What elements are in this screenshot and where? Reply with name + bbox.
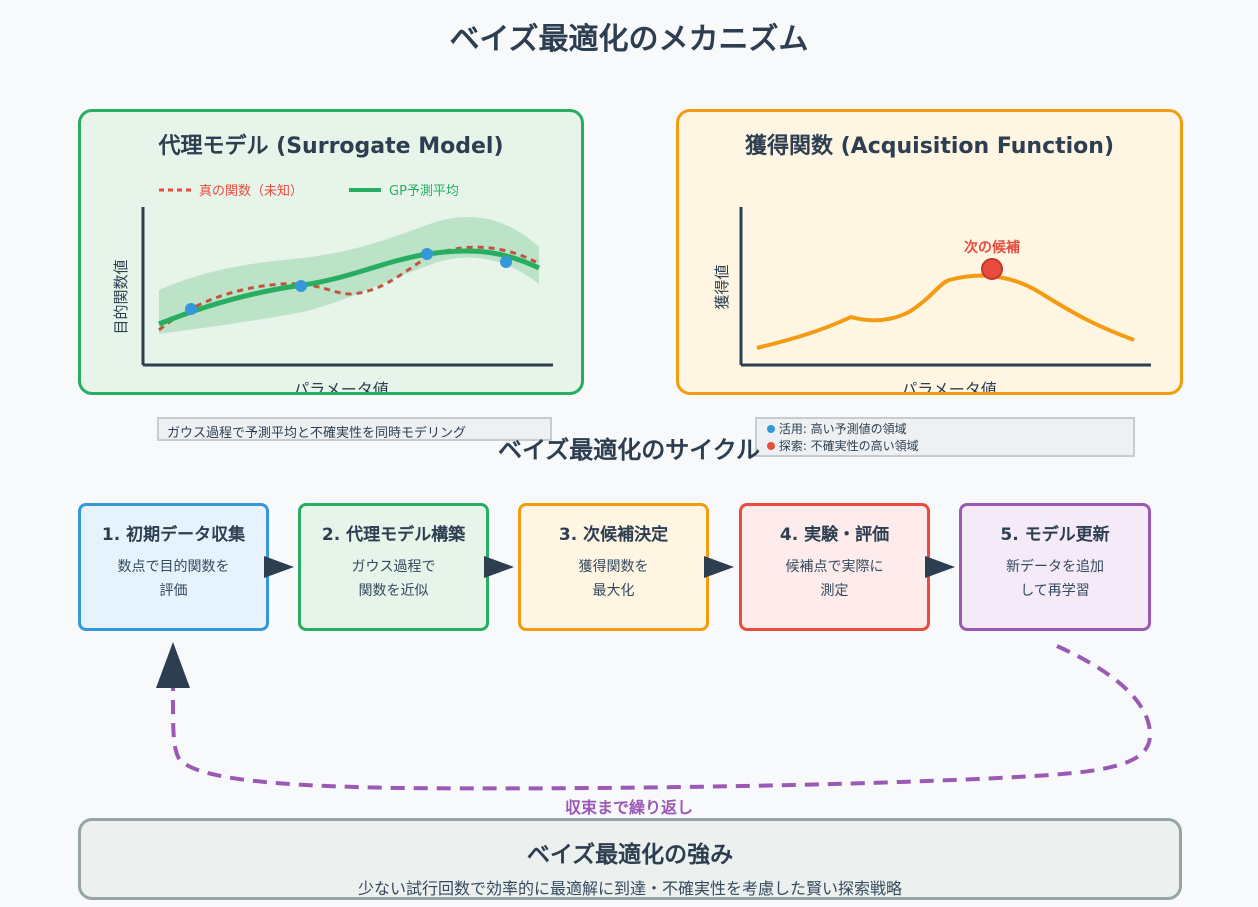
observation-point xyxy=(500,256,512,268)
strength-desc: 少ない試行回数で効率的に最適解に到達・不確実性を考慮した賢い探索戦略 xyxy=(357,879,902,898)
step-desc: 新データを追加 して再学習 xyxy=(962,555,1148,603)
step-desc: 獲得関数を 最大化 xyxy=(521,555,706,603)
acquisition-ylabel: 獲得値 xyxy=(713,264,731,309)
page-title: ベイズ最適化のメカニズム xyxy=(449,22,809,57)
arrow-right-icon xyxy=(925,556,955,578)
step-desc-line1: ガウス過程で xyxy=(351,559,436,575)
next-candidate-point xyxy=(981,258,1003,280)
acquisition-panel: 獲得関数 (Acquisition Function) 次の候補 獲得値 パラメ… xyxy=(676,109,1183,395)
cycle-title: ベイズ最適化のサイクル xyxy=(497,436,761,464)
surrogate-xlabel: パラメータ値 xyxy=(293,380,389,392)
surrogate-note: ガウス過程で予測平均と不確実性を同時モデリング xyxy=(157,417,552,441)
legend-true-label: 真の関数（未知） xyxy=(199,183,303,199)
exploit-row: 活用: 高い予測値の領域 xyxy=(767,421,1123,438)
step-desc: ガウス過程で 関数を近似 xyxy=(301,555,486,603)
explore-text: 探索: 不確実性の高い領域 xyxy=(778,439,919,453)
gp-mean-line xyxy=(158,248,541,327)
step-2: 2. 代理モデル構築 ガウス過程で 関数を近似 xyxy=(298,503,489,631)
step-3: 3. 次候補決定 獲得関数を 最大化 xyxy=(518,503,709,631)
step-desc-line2: して再学習 xyxy=(1020,583,1090,599)
acquisition-note: 活用: 高い予測値の領域 探索: 不確実性の高い領域 xyxy=(755,417,1135,457)
step-5: 5. モデル更新 新データを追加 して再学習 xyxy=(959,503,1151,631)
observation-point xyxy=(421,248,433,260)
step-desc: 数点で目的関数を 評価 xyxy=(81,555,266,603)
loop-label: 収束まで繰り返し xyxy=(564,798,693,817)
arrow-right-icon xyxy=(704,556,734,578)
exploit-dot-icon xyxy=(767,425,775,433)
step-title: 4. 実験・評価 xyxy=(779,525,890,545)
true-function-line xyxy=(158,245,537,332)
surrogate-title: 代理モデル (Surrogate Model) xyxy=(158,134,504,159)
step-desc-line2: 関数を近似 xyxy=(358,583,429,599)
step-desc-line1: 獲得関数を xyxy=(578,559,649,575)
loop-back-path xyxy=(170,644,1153,791)
legend-gp-label: GP予測平均 xyxy=(389,184,459,199)
step-desc: 候補点で実際に 測定 xyxy=(742,555,927,603)
step-4: 4. 実験・評価 候補点で実際に 測定 xyxy=(739,503,930,631)
arrow-right-icon xyxy=(264,556,294,578)
strength-box: ベイズ最適化の強み 少ない試行回数で効率的に最適解に到達・不確実性を考慮した賢い… xyxy=(78,818,1182,900)
explore-row: 探索: 不確実性の高い領域 xyxy=(767,438,1123,455)
acquisition-title: 獲得関数 (Acquisition Function) xyxy=(744,134,1115,159)
acquisition-chart: 次の候補 獲得値 パラメータ値 xyxy=(713,207,1151,392)
acquisition-xlabel: パラメータ値 xyxy=(901,380,997,392)
strength-title: ベイズ最適化の強み xyxy=(526,842,734,868)
exploit-text: 活用: 高い予測値の領域 xyxy=(778,422,907,436)
observation-point xyxy=(185,303,197,315)
step-1: 1. 初期データ収集 数点で目的関数を 評価 xyxy=(78,503,269,631)
step-title: 5. モデル更新 xyxy=(1000,525,1110,545)
surrogate-ylabel: 目的関数値 xyxy=(112,259,130,334)
explore-dot-icon xyxy=(767,442,775,450)
step-title: 2. 代理モデル構築 xyxy=(321,525,466,545)
step-title: 1. 初期データ収集 xyxy=(101,525,246,545)
arrow-up-icon xyxy=(156,642,190,688)
surrogate-panel: 代理モデル (Surrogate Model) 真の関数（未知） GP予測平均 … xyxy=(78,109,584,395)
step-desc-line2: 評価 xyxy=(159,583,188,599)
step-desc-line1: 新データを追加 xyxy=(1006,559,1104,575)
next-candidate-label: 次の候補 xyxy=(964,239,1020,256)
step-desc-line2: 最大化 xyxy=(592,583,635,599)
arrow-right-icon xyxy=(484,556,514,578)
surrogate-chart: 真の関数（未知） GP予測平均 目的関数値 パラメータ値 xyxy=(112,183,553,392)
acquisition-curve xyxy=(756,273,1135,350)
step-desc-line1: 数点で目的関数を xyxy=(117,559,230,575)
surrogate-note-text: ガウス過程で予測平均と不確実性を同時モデリング xyxy=(167,426,467,441)
step-desc-line2: 測定 xyxy=(820,583,849,599)
observation-point xyxy=(295,280,307,292)
step-title: 3. 次候補決定 xyxy=(558,525,669,545)
step-desc-line1: 候補点で実際に xyxy=(785,559,884,575)
